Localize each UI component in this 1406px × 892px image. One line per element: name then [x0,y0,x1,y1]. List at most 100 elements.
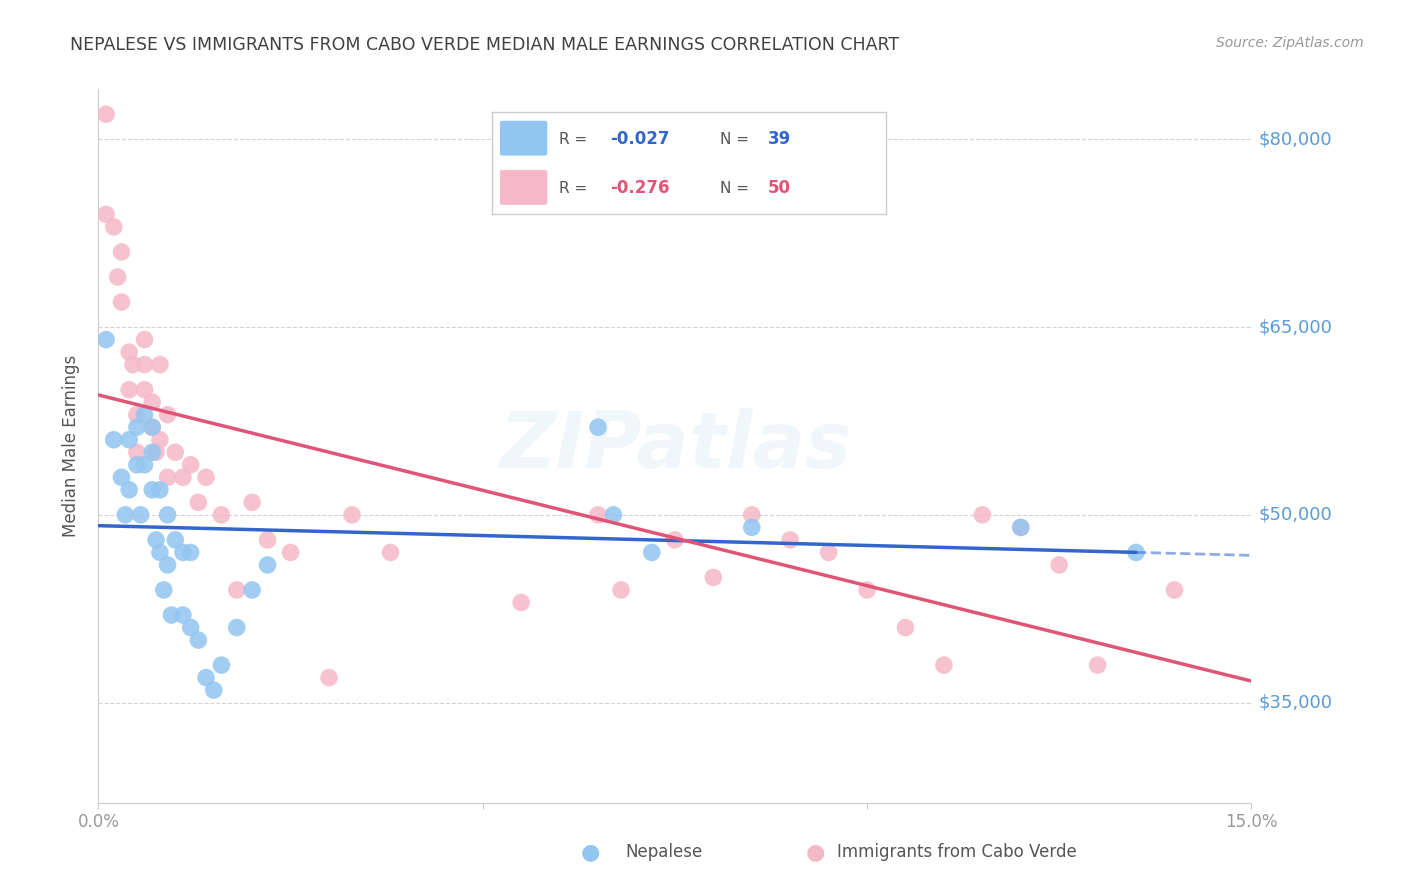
Text: $80,000: $80,000 [1258,130,1331,148]
Point [741,520,763,534]
Point [180,545,202,559]
Point [149,433,172,447]
Point [1010,520,1032,534]
Point [149,483,172,497]
Point [972,508,994,522]
Point [180,458,202,472]
Point [510,595,533,609]
Point [187,633,209,648]
Point [1047,558,1070,572]
Text: -0.276: -0.276 [610,179,669,197]
Point [94,207,117,221]
Point [165,445,187,459]
Point [141,420,163,434]
Point [110,295,132,310]
Text: ●: ● [581,842,600,862]
Point [225,582,247,597]
Point [160,607,183,622]
Point [141,483,163,497]
Point [225,621,247,635]
FancyBboxPatch shape [501,170,547,205]
Text: $65,000: $65,000 [1258,318,1333,336]
Point [340,508,363,522]
Text: Source: ZipAtlas.com: Source: ZipAtlas.com [1216,36,1364,50]
Point [145,445,167,459]
Point [141,445,163,459]
Point [145,533,167,547]
Point [152,582,174,597]
Point [741,508,763,522]
Point [1087,658,1109,673]
Point [856,582,879,597]
Point [134,458,156,472]
Point [256,533,278,547]
Text: 50: 50 [768,179,790,197]
Point [94,333,117,347]
Point [134,333,156,347]
Point [134,383,156,397]
Text: R =: R = [560,181,592,196]
Point [702,570,724,584]
Text: 39: 39 [768,130,792,148]
Point [118,383,141,397]
Point [125,408,148,422]
Point [134,408,156,422]
Text: -0.027: -0.027 [610,130,669,148]
Point [141,395,163,409]
Point [125,445,148,459]
Point [779,533,801,547]
Point [586,420,609,434]
Point [125,420,148,434]
Point [817,545,839,559]
Point [1010,520,1032,534]
Point [240,582,263,597]
Point [195,470,218,484]
Text: ●: ● [806,842,825,862]
Point [149,545,172,559]
Text: $35,000: $35,000 [1258,694,1333,712]
Point [1125,545,1147,559]
Point [172,545,194,559]
Point [110,244,132,259]
Text: Immigrants from Cabo Verde: Immigrants from Cabo Verde [837,843,1077,861]
Text: N =: N = [720,132,754,146]
Point [94,107,117,121]
Point [118,433,141,447]
Point [172,607,194,622]
Point [129,508,152,522]
Point [240,495,263,509]
Text: ZIPatlas: ZIPatlas [499,408,851,484]
Point [165,533,187,547]
Point [380,545,402,559]
Point [664,533,686,547]
Point [118,483,141,497]
Point [641,545,664,559]
Point [114,508,136,522]
Point [932,658,955,673]
Point [156,558,179,572]
Point [586,508,609,522]
Point [180,621,202,635]
Y-axis label: Median Male Earnings: Median Male Earnings [62,355,80,537]
Point [103,433,125,447]
Point [894,621,917,635]
Point [118,345,141,359]
Point [110,470,132,484]
Point [134,358,156,372]
Text: Nepalese: Nepalese [626,843,703,861]
Point [156,408,179,422]
Text: R =: R = [560,132,592,146]
Text: $50,000: $50,000 [1258,506,1331,524]
Point [125,458,148,472]
Point [122,358,145,372]
Text: NEPALESE VS IMMIGRANTS FROM CABO VERDE MEDIAN MALE EARNINGS CORRELATION CHART: NEPALESE VS IMMIGRANTS FROM CABO VERDE M… [70,36,900,54]
Point [103,219,125,234]
FancyBboxPatch shape [501,120,547,155]
Point [209,508,232,522]
Point [187,495,209,509]
Point [107,270,129,285]
Point [1163,582,1185,597]
Point [149,358,172,372]
Point [256,558,278,572]
Point [602,508,624,522]
